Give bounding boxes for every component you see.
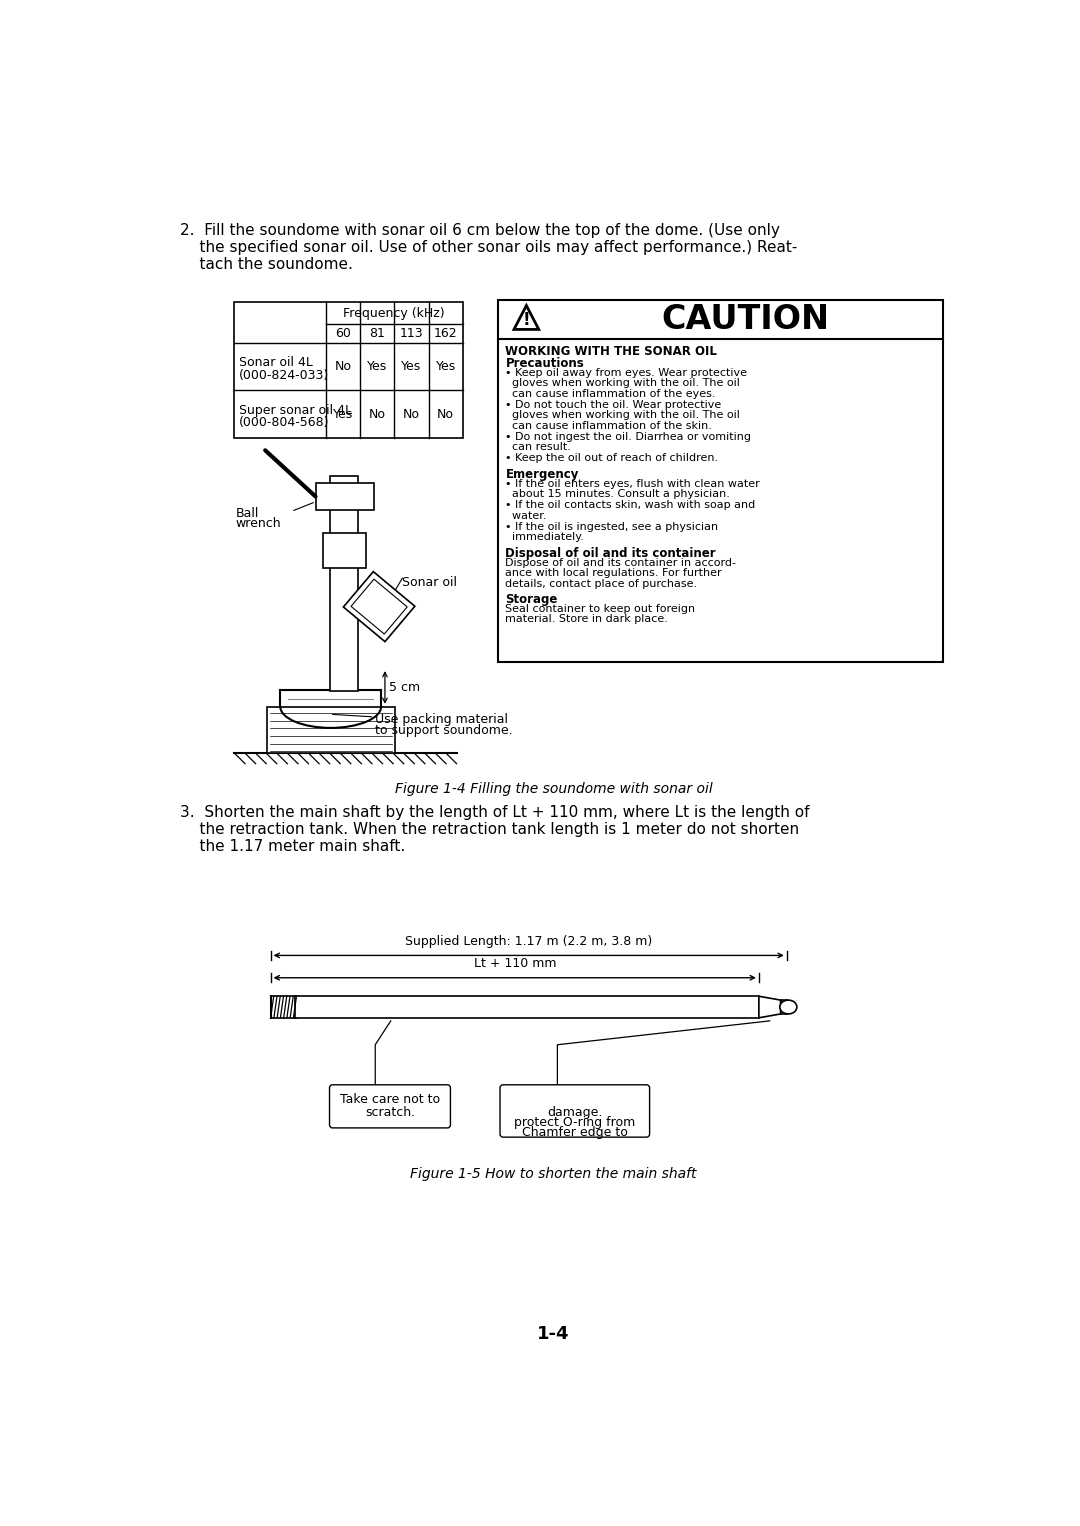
Text: gloves when working with the oil. The oil: gloves when working with the oil. The oi… <box>505 378 740 388</box>
Text: No: No <box>335 360 351 372</box>
Bar <box>498 301 943 662</box>
Text: !: ! <box>523 311 530 330</box>
Text: Precautions: Precautions <box>505 357 584 369</box>
Text: 81: 81 <box>369 327 386 340</box>
Text: CAUTION: CAUTION <box>661 302 829 336</box>
Text: Sonar oil: Sonar oil <box>403 575 457 589</box>
Text: scratch.: scratch. <box>365 1106 415 1120</box>
Text: Use packing material: Use packing material <box>375 713 509 726</box>
Ellipse shape <box>780 1000 797 1013</box>
Text: wrench: wrench <box>235 517 282 531</box>
Text: (000-824-033): (000-824-033) <box>239 369 329 382</box>
Text: No: No <box>368 407 386 421</box>
Text: Supplied Length: 1.17 m (2.2 m, 3.8 m): Supplied Length: 1.17 m (2.2 m, 3.8 m) <box>405 935 652 948</box>
Text: • Keep the oil out of reach of children.: • Keep the oil out of reach of children. <box>505 453 718 464</box>
Bar <box>323 534 366 568</box>
Bar <box>296 996 759 1018</box>
Bar <box>234 302 463 438</box>
Text: • If the oil contacts skin, wash with soap and: • If the oil contacts skin, wash with so… <box>505 501 756 510</box>
Text: • Keep oil away from eyes. Wear protective: • Keep oil away from eyes. Wear protecti… <box>505 368 747 378</box>
Text: immediately.: immediately. <box>505 533 584 542</box>
Text: about 15 minutes. Consult a physician.: about 15 minutes. Consult a physician. <box>505 490 730 499</box>
Text: Take care not to: Take care not to <box>340 1093 440 1106</box>
Text: damage.: damage. <box>548 1106 603 1120</box>
Text: Lt + 110 mm: Lt + 110 mm <box>473 957 556 971</box>
Text: 60: 60 <box>335 327 351 340</box>
Text: Sonar oil 4L: Sonar oil 4L <box>239 357 313 369</box>
Text: Yes: Yes <box>333 407 353 421</box>
Text: details, contact place of purchase.: details, contact place of purchase. <box>505 578 698 589</box>
Text: 1-4: 1-4 <box>537 1325 570 1343</box>
Text: can cause inflammation of the skin.: can cause inflammation of the skin. <box>505 421 713 430</box>
Text: water.: water. <box>505 511 546 520</box>
Text: gloves when working with the oil. The oil: gloves when working with the oil. The oi… <box>505 410 740 420</box>
Text: tach the soundome.: tach the soundome. <box>180 256 353 272</box>
Text: Super sonar oil 4L: Super sonar oil 4L <box>239 404 352 417</box>
Text: Yes: Yes <box>402 360 421 372</box>
Text: • Do not touch the oil. Wear protective: • Do not touch the oil. Wear protective <box>505 400 721 410</box>
Text: Figure 1-4 Filling the soundome with sonar oil: Figure 1-4 Filling the soundome with son… <box>394 783 713 797</box>
Text: to support soundome.: to support soundome. <box>375 723 513 737</box>
Text: the 1.17 meter main shaft.: the 1.17 meter main shaft. <box>180 839 405 855</box>
Text: No: No <box>437 407 455 421</box>
Text: protect O-ring from: protect O-ring from <box>514 1117 635 1129</box>
Text: Frequency (kHz): Frequency (kHz) <box>343 307 445 320</box>
Text: 5 cm: 5 cm <box>389 681 420 694</box>
FancyBboxPatch shape <box>329 1085 450 1128</box>
Bar <box>781 1000 786 1013</box>
Text: Emergency: Emergency <box>505 467 579 481</box>
FancyBboxPatch shape <box>500 1085 649 1137</box>
Bar <box>315 484 374 510</box>
Text: • Do not ingest the oil. Diarrhea or vomiting: • Do not ingest the oil. Diarrhea or vom… <box>505 432 752 443</box>
Text: Yes: Yes <box>367 360 388 372</box>
Text: Disposal of oil and its container: Disposal of oil and its container <box>505 546 716 560</box>
Text: 162: 162 <box>434 327 458 340</box>
Text: the retraction tank. When the retraction tank length is 1 meter do not shorten: the retraction tank. When the retraction… <box>180 823 799 838</box>
Text: Ball: Ball <box>235 507 259 519</box>
Bar <box>343 572 415 641</box>
Bar <box>330 476 359 691</box>
Bar <box>351 580 407 633</box>
Text: the specified sonar oil. Use of other sonar oils may affect performance.) Reat-: the specified sonar oil. Use of other so… <box>180 240 797 255</box>
Text: Yes: Yes <box>435 360 456 372</box>
Text: (000-804-568): (000-804-568) <box>239 417 329 429</box>
Text: • If the oil is ingested, see a physician: • If the oil is ingested, see a physicia… <box>505 522 718 533</box>
Text: Figure 1-5 How to shorten the main shaft: Figure 1-5 How to shorten the main shaft <box>410 1167 697 1181</box>
Text: material. Store in dark place.: material. Store in dark place. <box>505 615 669 624</box>
Text: can cause inflammation of the eyes.: can cause inflammation of the eyes. <box>505 389 716 398</box>
Text: Storage: Storage <box>505 592 558 606</box>
Text: can result.: can result. <box>505 443 571 452</box>
Text: Dispose of oil and its container in accord-: Dispose of oil and its container in acco… <box>505 557 737 568</box>
Text: 2.  Fill the soundome with sonar oil 6 cm below the top of the dome. (Use only: 2. Fill the soundome with sonar oil 6 cm… <box>180 223 780 238</box>
Text: • If the oil enters eyes, flush with clean water: • If the oil enters eyes, flush with cle… <box>505 479 760 488</box>
Text: 113: 113 <box>400 327 423 340</box>
Bar <box>267 707 394 752</box>
Text: No: No <box>403 407 420 421</box>
Text: ance with local regulations. For further: ance with local regulations. For further <box>505 568 723 578</box>
Text: 3.  Shorten the main shaft by the length of Lt + 110 mm, where Lt is the length : 3. Shorten the main shaft by the length … <box>180 806 809 821</box>
Polygon shape <box>759 996 781 1018</box>
Text: Chamfer edge to: Chamfer edge to <box>522 1126 627 1140</box>
Text: Seal container to keep out foreign: Seal container to keep out foreign <box>505 604 696 613</box>
Text: WORKING WITH THE SONAR OIL: WORKING WITH THE SONAR OIL <box>505 345 717 357</box>
